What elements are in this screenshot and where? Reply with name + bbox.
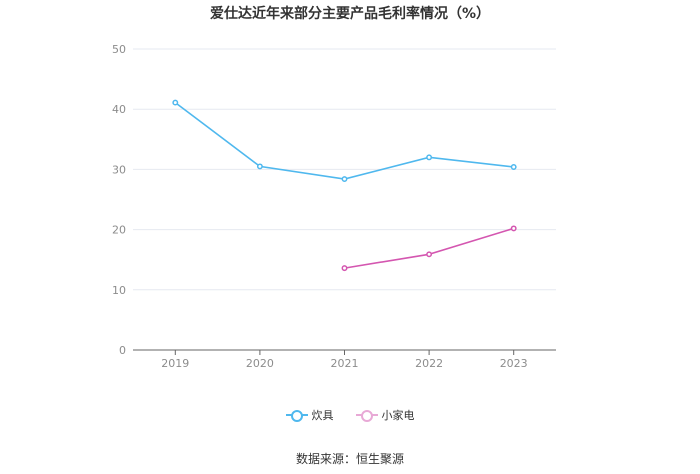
y-tick-label: 30	[112, 163, 126, 176]
x-tick-label: 2021	[331, 357, 359, 370]
y-tick-label: 10	[112, 284, 126, 297]
series-line-1	[344, 227, 514, 269]
series-line-0	[174, 101, 514, 180]
data-point-1	[510, 225, 517, 232]
legend-label-cookware: 炊具	[311, 409, 334, 422]
y-tick-label: 50	[112, 43, 126, 56]
legend: 炊具 小家电	[0, 407, 700, 423]
x-tick-label: 2023	[500, 357, 528, 370]
y-tick-label: 20	[112, 224, 126, 237]
data-point-0	[426, 154, 433, 161]
y-tick-label: 40	[112, 103, 126, 116]
data-source: 数据来源：恒生聚源	[295, 452, 404, 466]
y-tick-label: 0	[119, 344, 126, 357]
legend-swatch-cookware	[285, 409, 308, 422]
data-point-1	[341, 265, 348, 272]
data-point-0	[510, 164, 517, 170]
legend-item-small-appliance[interactable]: 小家电	[355, 407, 415, 423]
x-tick-label: 2019	[161, 357, 189, 370]
legend-swatch-small-appliance	[355, 409, 378, 422]
data-point-0	[256, 163, 263, 170]
x-tick-label: 2020	[246, 357, 274, 370]
data-point-1	[426, 251, 433, 258]
legend-label-small-appliance: 小家电	[381, 409, 415, 422]
data-point-0	[172, 99, 179, 106]
chart-title: 爱仕达近年来部分主要产品毛利率情况（%）	[209, 6, 491, 22]
legend-item-cookware[interactable]: 炊具	[285, 407, 334, 423]
data-point-0	[341, 176, 348, 182]
x-tick-label: 2022	[415, 357, 443, 370]
